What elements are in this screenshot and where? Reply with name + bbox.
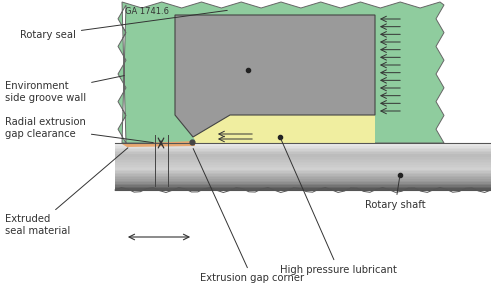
Polygon shape — [118, 2, 444, 143]
Text: GA 1741.6: GA 1741.6 — [125, 7, 169, 16]
Text: Extrusion gap corner: Extrusion gap corner — [193, 148, 304, 283]
Text: Rotary shaft: Rotary shaft — [365, 178, 426, 210]
Text: High pressure lubricant: High pressure lubricant — [280, 140, 397, 275]
Polygon shape — [122, 141, 195, 147]
Polygon shape — [175, 15, 375, 137]
Text: Environment
side groove wall: Environment side groove wall — [5, 76, 124, 103]
Polygon shape — [193, 115, 375, 143]
Text: Radial extrusion
gap clearance: Radial extrusion gap clearance — [5, 117, 153, 142]
Text: Rotary seal: Rotary seal — [20, 11, 227, 40]
Text: Extruded
seal material: Extruded seal material — [5, 148, 128, 236]
